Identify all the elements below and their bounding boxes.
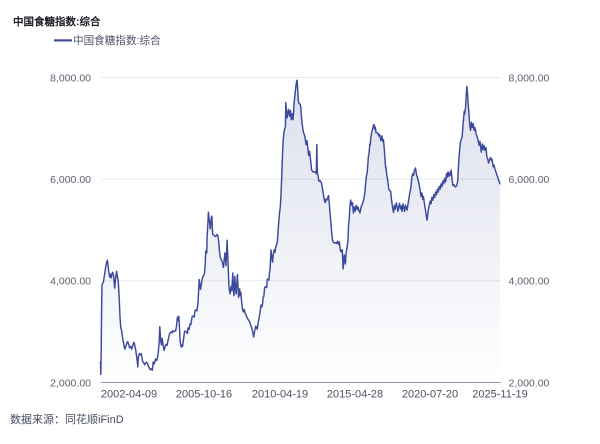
- svg-text:数据来源：同花顺iFinD: 数据来源：同花顺iFinD: [10, 412, 124, 426]
- svg-text:2005-10-16: 2005-10-16: [176, 389, 232, 401]
- svg-text:2025-11-19: 2025-11-19: [472, 389, 527, 401]
- svg-text:8,000.00: 8,000.00: [50, 72, 91, 84]
- svg-text:4,000.00: 4,000.00: [50, 276, 91, 288]
- svg-text:2,000.00: 2,000.00: [509, 377, 550, 389]
- svg-text:2,000.00: 2,000.00: [50, 377, 91, 389]
- svg-text:2010-04-19: 2010-04-19: [252, 389, 308, 401]
- svg-text:2002-04-09: 2002-04-09: [101, 389, 157, 401]
- svg-text:2015-04-28: 2015-04-28: [327, 389, 383, 401]
- svg-text:4,000.00: 4,000.00: [509, 276, 550, 288]
- svg-text:6,000.00: 6,000.00: [509, 174, 550, 186]
- svg-text:6,000.00: 6,000.00: [50, 174, 91, 186]
- svg-text:2020-07-20: 2020-07-20: [402, 389, 458, 401]
- svg-text:8,000.00: 8,000.00: [509, 72, 550, 84]
- svg-text:中国食糖指数:综合: 中国食糖指数:综合: [73, 34, 161, 47]
- svg-text:中国食糖指数:综合: 中国食糖指数:综合: [13, 15, 101, 28]
